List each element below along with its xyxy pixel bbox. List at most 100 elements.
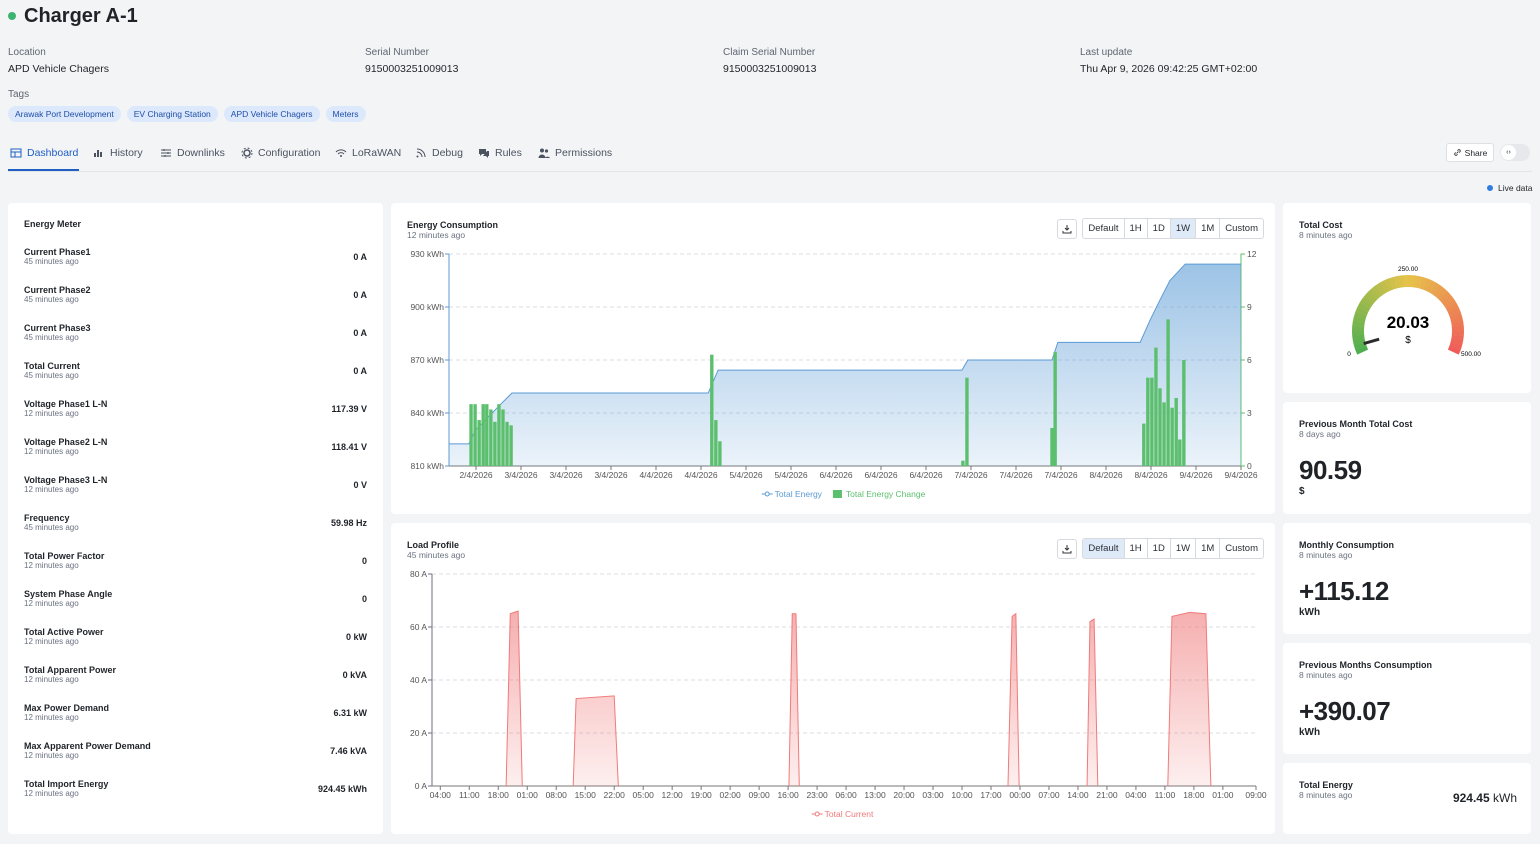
row-value: 924.45 kWh [317,784,367,794]
tab[interactable]: Debug [415,145,463,161]
x-tick-label: 14:00 [1067,790,1089,800]
stat-card: Previous Months Consumption 8 minutes ago… [1283,643,1531,754]
card-title: Previous Months Consumption [1299,660,1433,670]
meter-row: Total Active Power 12 minutes ago 0 kW [24,627,367,646]
range-button[interactable]: Default [1083,539,1124,558]
tag[interactable]: Meters [325,106,366,122]
gauge-arc [1449,342,1463,351]
row-label: Total Import Energy [24,779,109,789]
tab-icon [538,148,550,158]
tab[interactable]: Downlinks [160,145,225,161]
range-button[interactable]: 1H [1123,539,1147,558]
tab[interactable]: Permissions [538,145,612,161]
x-tick-label: 6/4/2026 [909,470,942,480]
range-button[interactable]: 1D [1146,539,1170,558]
card-time: 8 minutes ago [1299,790,1353,800]
range-button[interactable]: Custom [1219,219,1263,238]
field-value: 9150003251009013 [365,63,459,75]
bar [501,409,505,466]
range-button[interactable]: 1W [1169,219,1196,238]
tab[interactable]: Configuration [241,145,320,161]
x-tick-label: 12:00 [662,790,684,800]
y2-tick-label: 9 [1247,302,1252,312]
x-tick-label: 7/4/2026 [954,470,987,480]
range-button[interactable]: 1M [1195,539,1219,558]
x-tick-label: 5/4/2026 [774,470,807,480]
chart-title: Energy Consumption [407,220,499,230]
row-time: 12 minutes ago [24,751,79,760]
tab-icon [479,149,489,158]
gauge-arc [1352,316,1366,324]
x-tick-label: 5/4/2026 [729,470,762,480]
gauge-arc [1451,334,1464,341]
gauge-needle [1363,337,1380,345]
bar [485,404,489,466]
y-tick-label: 810 kWh [410,461,444,471]
tab[interactable]: Dashboard [10,145,78,161]
gauge-arc [1368,287,1380,300]
card-value-line: 924.45 kWh [1453,791,1517,805]
tab-icon [10,148,22,158]
row-label: Frequency [24,513,70,523]
gauge-arc [1353,342,1367,351]
gauge-value: 20.03 [1387,313,1430,332]
card-title: Total Cost [1299,220,1343,230]
gauge-arc [1447,345,1461,355]
bar [505,421,509,466]
card-value: 924.45 [1452,791,1490,805]
x-tick-label: 3/4/2026 [594,470,627,480]
legend-swatch [814,811,820,817]
card-time: 8 minutes ago [1299,230,1353,240]
download-button[interactable] [1057,218,1078,239]
meter-row: Total Current 45 minutes ago 0 A [24,361,367,380]
tag[interactable]: Arawak Port Development [8,106,121,122]
gauge-arc [1411,275,1418,288]
row-time: 45 minutes ago [24,523,79,532]
download-button[interactable] [1057,538,1078,559]
y-tick-label: 870 kWh [410,355,444,365]
range-button[interactable]: 1D [1146,219,1170,238]
range-button[interactable]: 1M [1195,219,1219,238]
row-time: 12 minutes ago [24,447,79,456]
tab[interactable]: Rules [478,145,522,161]
tab[interactable]: LoRaWAN [335,145,401,161]
bar [1166,319,1170,466]
bar [477,420,481,466]
row-value: 59.98 Hz [330,518,367,528]
energy-consumption-panel: Energy Consumption 12 minutes ago 810 kW… [391,203,1275,514]
row-label: Current Phase1 [24,247,91,257]
gauge-max: 500.00 [1461,351,1481,358]
row-time: 12 minutes ago [24,675,79,684]
bar [1174,397,1178,466]
tab-icon [335,149,347,157]
card-title: Previous Month Total Cost [1299,419,1413,429]
bar [1146,377,1150,466]
range-button[interactable]: 1H [1123,219,1147,238]
tab[interactable]: History [93,145,143,161]
x-tick-label: 6/4/2026 [819,470,852,480]
share-button[interactable]: Share [1446,143,1494,162]
row-label: Max Apparent Power Demand [24,741,151,751]
range-button[interactable]: Custom [1219,539,1263,558]
tab-label: Dashboard [27,147,79,159]
row-label: System Phase Angle [24,589,113,599]
x-tick-label: 18:00 [488,790,510,800]
tag[interactable]: APD Vehicle Chagers [223,106,320,122]
chart-title: Load Profile [407,540,460,550]
toggle[interactable]: ‹› [1500,144,1530,161]
x-tick-label: 3/4/2026 [549,470,582,480]
stat-card: Previous Month Total Cost 8 days ago 90.59… [1283,402,1531,514]
tag[interactable]: EV Charging Station [126,106,218,122]
gauge-arc [1419,276,1428,290]
range-button[interactable]: 1W [1169,539,1195,558]
gauge-arc [1451,321,1464,328]
gauge-arc [1422,278,1432,292]
tags: Arawak Port Development EV Charging Stati… [8,104,372,122]
range-button[interactable]: Default [1088,223,1119,234]
row-value: 7.46 kVA [330,746,367,756]
tab-label: Configuration [258,147,321,159]
total-cost-card: Total Cost 8 minutes ago 20.03 $0 250.00 50… [1283,203,1531,393]
gauge-arc [1362,294,1375,306]
x-tick-label: 09:00 [748,790,770,800]
